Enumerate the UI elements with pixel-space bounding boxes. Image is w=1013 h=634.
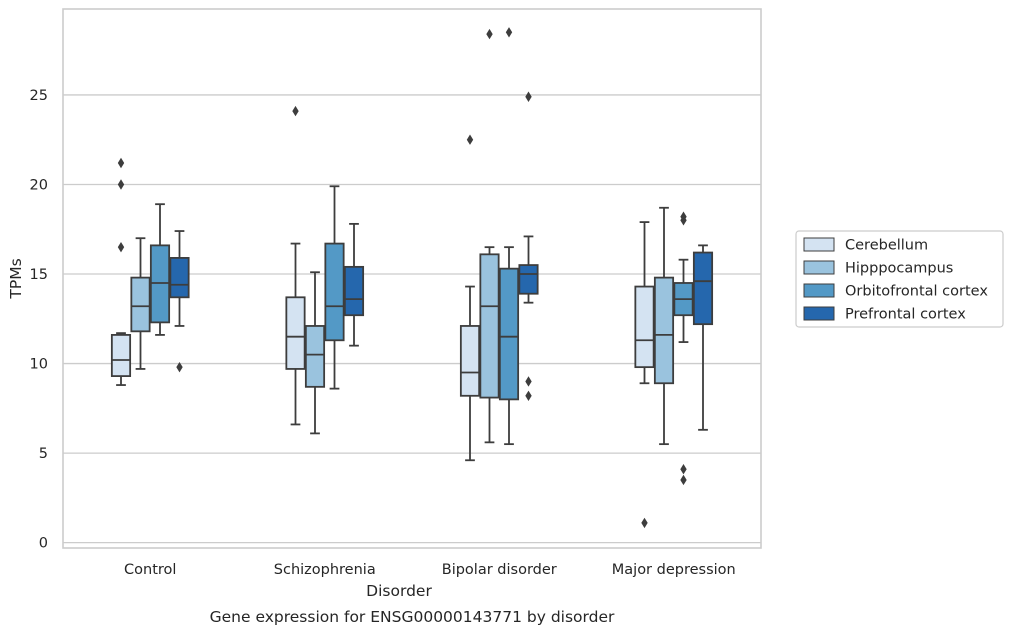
outlier-point xyxy=(680,211,687,222)
box-iqr xyxy=(169,257,190,299)
x-tick-label: Control xyxy=(124,562,176,578)
outlier-point xyxy=(117,157,125,169)
legend-label: Prefrontal cortex xyxy=(845,307,966,323)
legend-label: Cerebellum xyxy=(845,238,928,254)
y-tick-labels: 0 5 10 15 20 25 xyxy=(30,88,48,552)
box-iqr xyxy=(479,253,500,399)
x-tick-label: Bipolar disorder xyxy=(442,562,557,578)
box-cerebellum xyxy=(634,221,655,529)
box-iqr xyxy=(285,296,306,370)
box-hipppocampus xyxy=(653,206,675,446)
outlier-point xyxy=(680,474,687,486)
x-tick-label: Major depression xyxy=(612,562,736,578)
box-hipppocampus xyxy=(130,237,151,370)
y-tick-label: 5 xyxy=(39,446,48,462)
legend-label: Orbitofrontal cortex xyxy=(845,284,988,300)
y-tick-label: 15 xyxy=(30,267,48,283)
box-iqr xyxy=(459,325,481,397)
box-iqr xyxy=(304,325,326,388)
box-prefrontal-cortex xyxy=(169,230,190,373)
box-cerebellum xyxy=(459,134,481,462)
legend-label: Hipppocampus xyxy=(845,261,953,277)
box-iqr xyxy=(324,242,345,342)
outlier-point xyxy=(117,241,125,253)
box-hipppocampus xyxy=(304,271,326,435)
chart-caption: Gene expression for ENSG00000143771 by d… xyxy=(210,608,615,626)
legend-swatch xyxy=(803,260,835,275)
box-prefrontal-cortex xyxy=(692,244,714,431)
box-orbitofrontal-cortex xyxy=(324,185,345,390)
y-tick-label: 20 xyxy=(30,177,48,193)
outlier-point xyxy=(486,28,493,40)
box-iqr xyxy=(130,276,151,333)
box-iqr xyxy=(343,265,365,317)
x-tick-labels: Control Schizophrenia Bipolar disorder Majo… xyxy=(124,562,736,578)
outlier-point xyxy=(641,517,648,529)
x-tick-label: Schizophrenia xyxy=(274,562,376,578)
legend: Cerebellum Hipppocampus Orbitofrontal cort… xyxy=(795,230,1004,328)
box-iqr xyxy=(518,264,539,295)
box-series xyxy=(110,27,714,529)
box-hipppocampus xyxy=(479,28,500,444)
box-iqr xyxy=(498,267,520,401)
legend-swatch xyxy=(803,237,835,252)
box-iqr xyxy=(634,285,655,369)
outlier-point xyxy=(525,91,532,102)
outlier-point xyxy=(525,376,532,387)
outlier-point xyxy=(292,105,299,117)
box-cerebellum xyxy=(110,157,132,386)
box-iqr xyxy=(692,251,714,326)
box-orbitofrontal-cortex xyxy=(673,211,694,486)
box-iqr xyxy=(110,334,132,377)
box-orbitofrontal-cortex xyxy=(149,203,171,336)
outlier-point xyxy=(505,27,513,38)
plot-frame xyxy=(62,8,762,549)
y-tick-label: 25 xyxy=(30,88,48,104)
outlier-point xyxy=(117,179,125,190)
y-tick-label: 0 xyxy=(39,536,48,552)
box-iqr xyxy=(653,276,675,385)
outlier-point xyxy=(680,464,687,475)
y-tick-label: 10 xyxy=(30,357,48,373)
box-prefrontal-cortex xyxy=(518,91,539,401)
legend-swatch xyxy=(803,306,835,321)
box-cerebellum xyxy=(285,105,306,426)
outlier-point xyxy=(176,361,183,373)
legend-frame xyxy=(795,230,1004,328)
outlier-point xyxy=(525,390,532,401)
box-orbitofrontal-cortex xyxy=(498,27,520,446)
box-prefrontal-cortex xyxy=(343,222,365,347)
legend-swatch xyxy=(803,283,835,298)
y-axis-label: TPMs xyxy=(7,258,25,299)
x-axis-label: Disorder xyxy=(366,582,432,600)
outlier-point xyxy=(466,134,474,145)
